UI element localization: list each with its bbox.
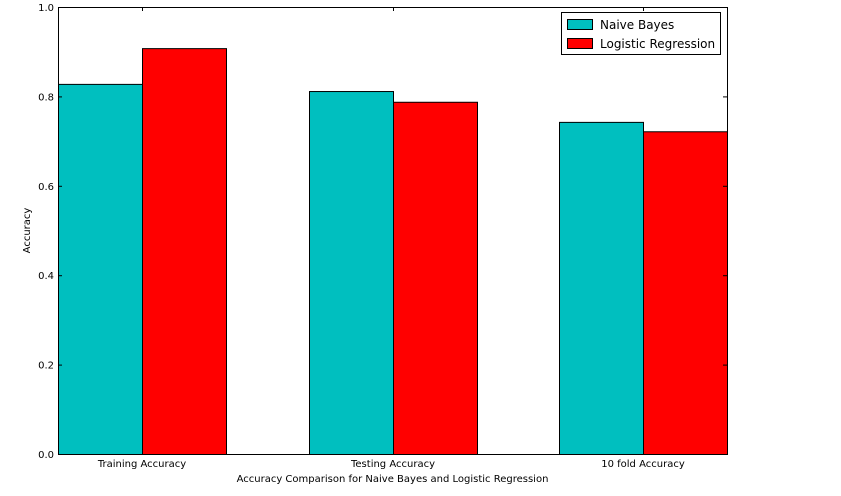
y-tick-label: 1.0 xyxy=(38,3,54,14)
x-tick-label: Training Accuracy xyxy=(97,459,186,470)
bar-logistic-regression-0 xyxy=(142,48,227,456)
y-tick-label: 0.8 xyxy=(38,92,54,103)
bar-naive-bayes-0 xyxy=(58,83,143,455)
y-tick-label: 0.4 xyxy=(38,271,54,282)
legend-items: Naive Bayes Logistic Regression xyxy=(567,18,715,51)
x-tick-label: 10 fold Accuracy xyxy=(601,459,685,470)
bar-naive-bayes-2 xyxy=(559,121,644,455)
y-tick-label: 0.0 xyxy=(38,450,54,461)
legend-swatch-logistic-regression xyxy=(567,38,593,49)
legend: Naive Bayes Logistic Regression xyxy=(561,12,721,55)
y-axis-label: Accuracy xyxy=(22,208,33,254)
bar-logistic-regression-1 xyxy=(393,101,478,455)
legend-swatch-naive-bayes xyxy=(567,19,593,30)
legend-label-naive-bayes: Naive Bayes xyxy=(600,18,674,32)
x-axis-label: Accuracy Comparison for Naive Bayes and … xyxy=(237,474,549,485)
y-tick-label: 0.6 xyxy=(38,182,54,193)
bar-logistic-regression-2 xyxy=(643,131,728,456)
y-tick-label: 0.2 xyxy=(38,361,54,372)
bars-layer xyxy=(58,48,728,456)
x-tick-label: Testing Accuracy xyxy=(350,459,435,470)
bar-naive-bayes-1 xyxy=(309,91,394,455)
ticks-layer: 0.0 0.2 0.4 0.6 0.8 1.0 Training Accuracy Testi… xyxy=(38,3,727,470)
legend-label-logistic-regression: Logistic Regression xyxy=(600,37,715,51)
